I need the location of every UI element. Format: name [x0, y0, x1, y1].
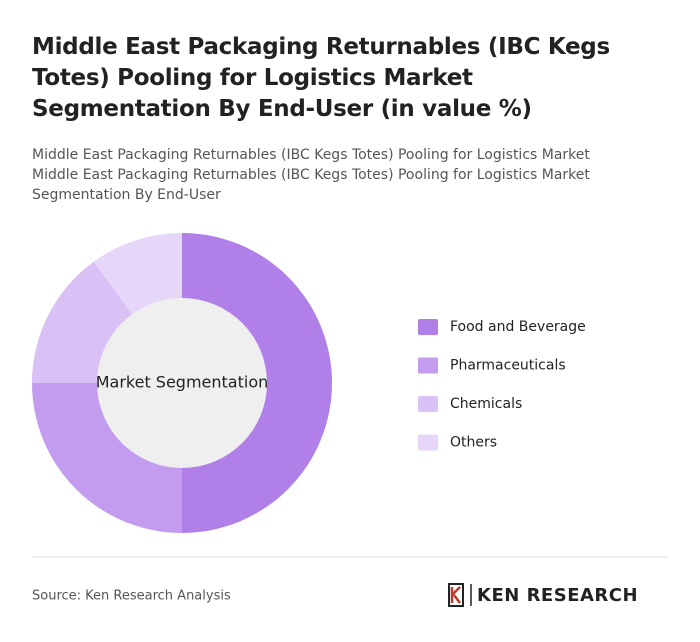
legend-swatch — [418, 357, 438, 374]
legend-swatch — [418, 434, 438, 451]
legend-label: Chemicals — [450, 396, 522, 412]
legend-label: Food and Beverage — [450, 319, 586, 335]
logo-icon — [448, 583, 472, 607]
legend-label: Others — [450, 435, 497, 451]
source: Source: Ken Research Analysis — [32, 589, 231, 604]
center-label: Market Segmentation — [96, 373, 269, 392]
legend-label: Pharmaceuticals — [450, 358, 566, 374]
legend-swatch — [418, 319, 438, 335]
legend-swatch — [418, 396, 438, 412]
chart-subtitle: Middle East Packaging Returnables (IBC K… — [32, 147, 590, 203]
chart-title: Middle East Packaging Returnables (IBC K… — [32, 34, 610, 122]
donut-hole — [97, 298, 267, 468]
logo-text: KEN RESEARCH — [477, 585, 638, 606]
